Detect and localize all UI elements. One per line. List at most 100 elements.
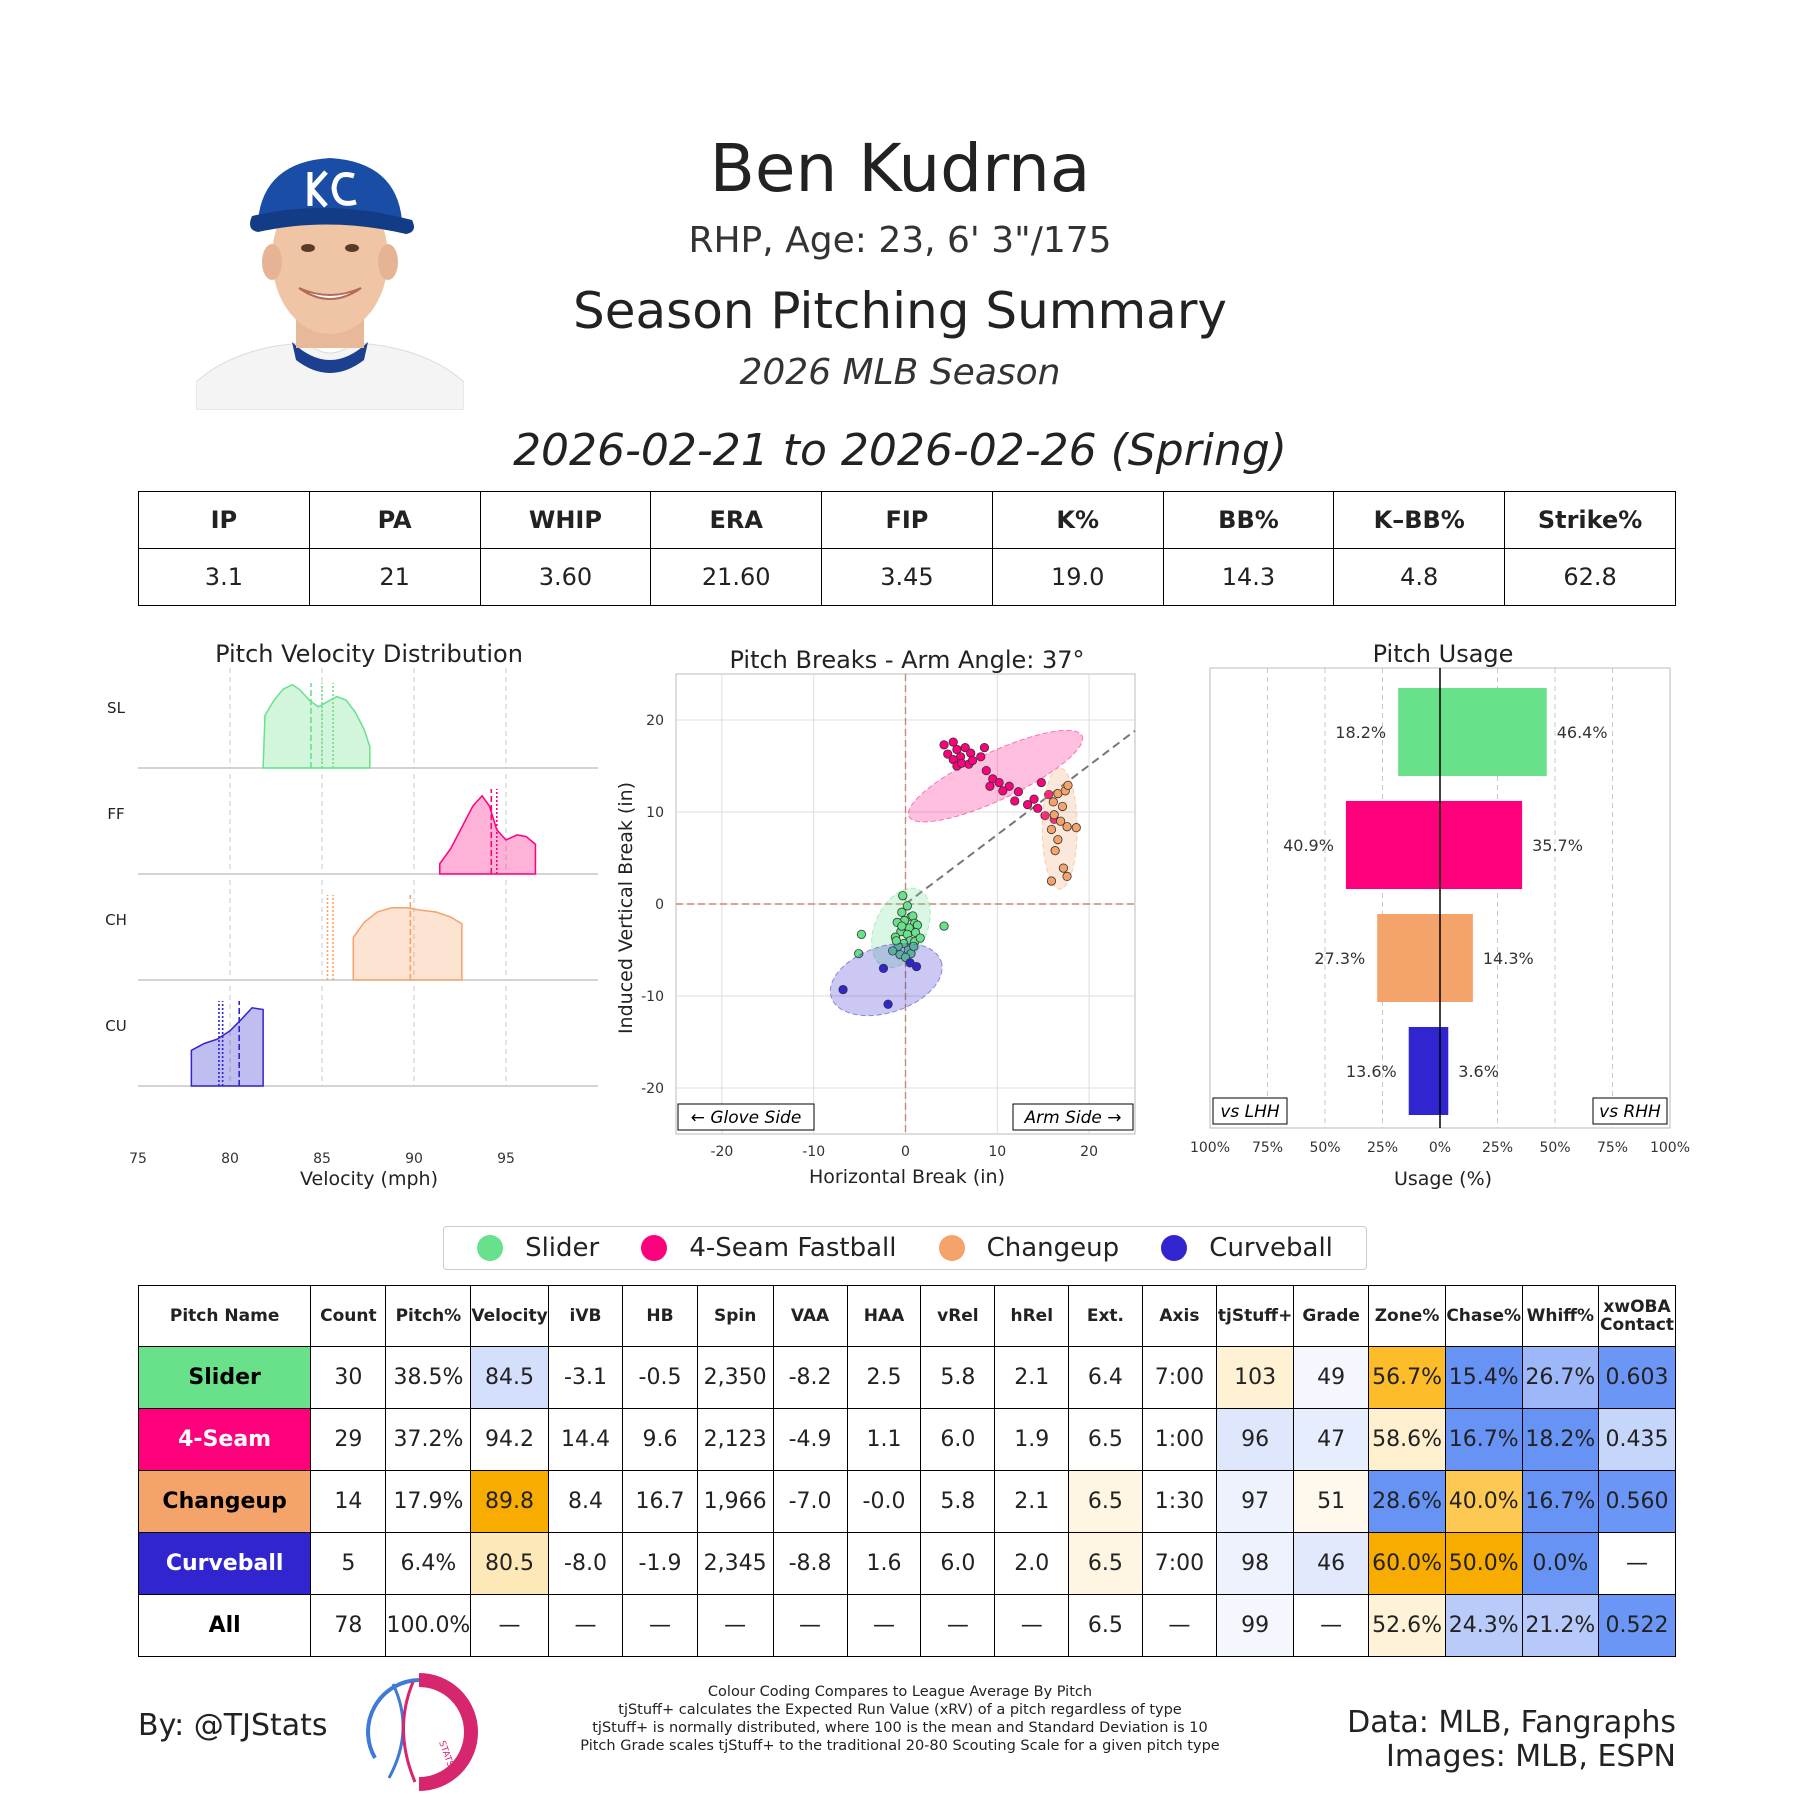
pitch-table-cell: -4.9 — [772, 1408, 848, 1471]
pitch-table-cell: -0.0 — [846, 1470, 922, 1533]
pitch-table-cell: 80.5 — [470, 1532, 549, 1595]
breaks-point — [1053, 835, 1063, 845]
velocity-row-label: CU — [105, 1017, 126, 1035]
pitch-legend: Slider 4-Seam Fastball Changeup Curveball — [443, 1226, 1367, 1270]
stat-value: 3.45 — [821, 548, 993, 606]
pitch-table-cell: — — [1141, 1594, 1218, 1657]
pitch-table-cell: 17.9% — [385, 1470, 472, 1533]
glove-side-label: ← Glove Side — [677, 1103, 815, 1131]
pitch-table-cell: 6.0 — [920, 1532, 996, 1595]
vs-lhh-label: vs LHH — [1212, 1097, 1288, 1125]
breaks-point — [956, 758, 967, 768]
pitch-name-cell: Changeup — [137, 1470, 312, 1533]
season-label: 2026 MLB Season — [739, 352, 1061, 393]
pitch-table-cell: — — [1293, 1594, 1370, 1657]
breaks-point — [985, 781, 995, 791]
pitch-table-cell: -1.9 — [622, 1532, 698, 1595]
pitch-table-cell: 52.6% — [1368, 1594, 1446, 1657]
pitch-table-cell: 16.7 — [622, 1470, 698, 1533]
pitch-table-cell: 100.0% — [385, 1594, 472, 1657]
pitch-table-header: Pitch Name — [137, 1285, 312, 1347]
pitch-table-cell: 6.5 — [1068, 1470, 1143, 1533]
breaks-point — [1046, 876, 1057, 886]
pitch-table-cell: 2.1 — [994, 1346, 1070, 1409]
pitch-table-header: Count — [310, 1285, 387, 1347]
vs-lhh-text: vs LHH — [1220, 1102, 1280, 1122]
legend-marker — [477, 1235, 504, 1261]
pitch-table-cell: -8.0 — [547, 1532, 624, 1595]
pitch-table-cell: 40.0% — [1444, 1470, 1523, 1533]
pitch-table-header: Zone% — [1368, 1285, 1446, 1347]
breaks-point — [856, 929, 867, 939]
pitch-table-cell: 0.0% — [1521, 1532, 1600, 1595]
velocity-density-sl — [262, 683, 371, 769]
breaks-point — [888, 946, 898, 956]
pitch-table-cell: 7:00 — [1141, 1532, 1218, 1595]
pitch-metrics-table: Pitch Name Count Pitch% Velocity iVB HB Spin VA… — [137, 1285, 1676, 1657]
usage-bar-lhh — [1408, 1027, 1440, 1115]
usage-bar-lhh — [1398, 688, 1440, 776]
pitch-table-cell: 89.8 — [470, 1470, 549, 1533]
pitch-table-cell: 14.4 — [547, 1408, 624, 1471]
legend-item: Curveball — [1161, 1233, 1333, 1263]
pitch-table-cell: 99 — [1216, 1594, 1295, 1657]
usage-tick-label: 100% — [1650, 1140, 1690, 1156]
breaks-point — [1063, 780, 1073, 790]
stat-value: 3.60 — [479, 548, 652, 606]
breaks-point — [1033, 803, 1043, 813]
stat-header: K% — [991, 491, 1164, 549]
pitch-table-cell: 98 — [1216, 1532, 1295, 1595]
velocity-row-ff: FF — [107, 774, 598, 875]
usage-row-sl: 18.2% 46.4% — [1335, 688, 1608, 776]
breaks-point — [883, 999, 893, 1009]
velocity-tick-label: 75 — [129, 1151, 147, 1167]
legend-item: Changeup — [938, 1233, 1119, 1263]
breaks-point — [994, 777, 1004, 788]
pitch-table-cell: — — [846, 1594, 922, 1657]
pitch-table-cell: 1.9 — [994, 1408, 1070, 1471]
pitch-table-row: Slider 30 38.5% 84.5 -3.1 -0.5 2,350 -8.2 2.5 5.8… — [137, 1346, 1676, 1409]
breaks-point — [897, 907, 907, 917]
pitch-table-header: Spin — [696, 1285, 774, 1347]
pitch-table-cell: 6.5 — [1068, 1594, 1143, 1657]
usage-bar-rhh — [1440, 914, 1473, 1002]
breaks-point — [1044, 789, 1054, 800]
stat-value: 4.8 — [1333, 548, 1506, 606]
breaks-point — [967, 755, 978, 766]
credits: Data: MLB, Fangraphs Images: MLB, ESPN — [1200, 1706, 1676, 1774]
pitch-table-cell: 28.6% — [1368, 1470, 1446, 1533]
player-name: Ben Kudrna — [709, 130, 1091, 207]
stat-header: IP — [138, 491, 310, 549]
breaks-point — [939, 921, 949, 931]
usage-label-lhh: 27.3% — [1314, 949, 1365, 968]
breaks-series-ff — [907, 729, 1084, 824]
player-bio: RHP, Age: 23, 6' 3"/175 — [688, 220, 1112, 261]
breaks-point — [939, 740, 949, 750]
breaks-x-tick: -10 — [802, 1144, 825, 1160]
velocity-row-label: CH — [105, 911, 127, 929]
usage-bar-lhh — [1345, 801, 1440, 889]
usage-bar-rhh — [1440, 801, 1523, 889]
pitch-table-cell: 2.0 — [994, 1532, 1070, 1595]
velocity-row-label: FF — [107, 805, 124, 823]
breaks-point — [1048, 797, 1058, 807]
pitch-table-cell: 6.4 — [1068, 1346, 1143, 1409]
pitch-table-cell: 7:00 — [1141, 1346, 1218, 1409]
pitch-table-header: Axis — [1141, 1285, 1218, 1347]
breaks-point — [1022, 800, 1033, 810]
breaks-point — [1071, 823, 1081, 833]
pitch-table-header: iVB — [547, 1285, 624, 1347]
breaks-y-tick: 10 — [646, 805, 664, 821]
usage-row-ff: 40.9% 35.7% — [1283, 801, 1583, 889]
usage-chart-title: Pitch Usage — [1372, 640, 1514, 668]
pitch-table-cell: 5.8 — [920, 1346, 996, 1409]
breaks-point — [1013, 787, 1024, 797]
usage-row-ch: 27.3% 14.3% — [1314, 914, 1534, 1002]
pitch-table-cell: -8.8 — [772, 1532, 848, 1595]
footnote-1: Colour Coding Compares to League Average… — [707, 1684, 1093, 1700]
breaks-x-tick: 0 — [901, 1144, 910, 1160]
pitch-table-cell: — — [920, 1594, 996, 1657]
pitch-table-cell: 37.2% — [385, 1408, 472, 1471]
velocity-row-ch: CH — [105, 880, 598, 981]
pitch-table-cell: — — [547, 1594, 624, 1657]
